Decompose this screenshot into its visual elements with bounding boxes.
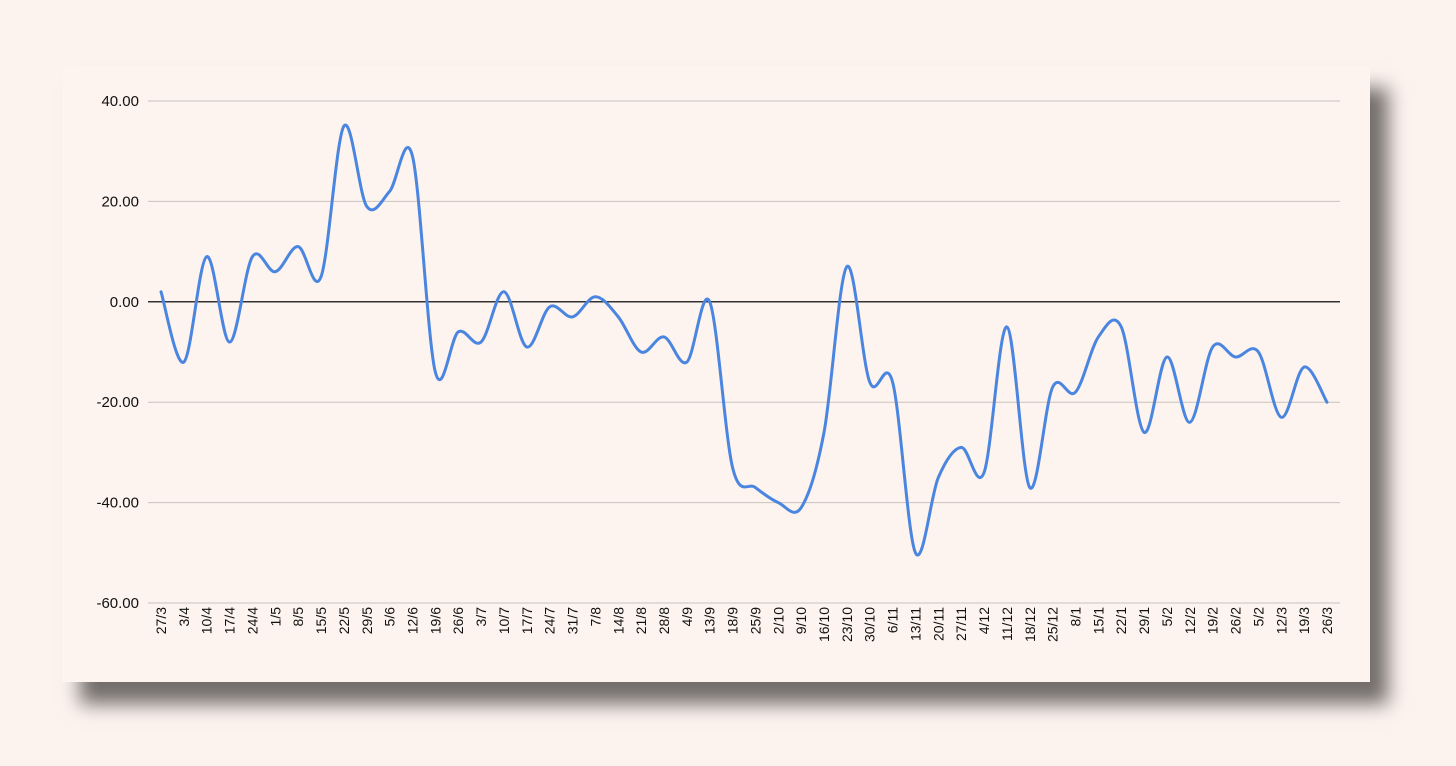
x-tick-label: 24/7 xyxy=(542,607,558,634)
x-tick-label: 11/12 xyxy=(999,607,1015,641)
x-axis-ticks: 27/3 3/4 10/4 17/4 24/4 1/5 8/5 15/5 22/5 29/5 5/6… xyxy=(153,607,1335,642)
x-tick-label: 26/2 xyxy=(1228,607,1244,634)
x-tick-label: 26/3 xyxy=(1319,607,1335,634)
x-tick-label: 14/8 xyxy=(610,607,626,634)
x-tick-label: 28/8 xyxy=(656,607,672,634)
x-tick-label: 7/8 xyxy=(587,607,603,627)
y-tick-label: -60.00 xyxy=(96,595,139,612)
x-tick-label: 19/6 xyxy=(427,607,443,634)
x-tick-label: 23/10 xyxy=(839,607,855,642)
x-tick-label: 15/1 xyxy=(1090,607,1106,634)
x-tick-label: 6/11 xyxy=(885,607,901,633)
x-tick-label: 16/10 xyxy=(816,607,832,642)
chart-card: 40.00 20.00 0.00 -20.00 -40.00 -60.00 27/3 3/4… xyxy=(62,66,1370,682)
x-tick-label: 5/2 xyxy=(1159,607,1175,627)
x-tick-label: 26/6 xyxy=(450,607,466,634)
x-tick-label: 8/5 xyxy=(290,607,306,627)
x-tick-label: 17/7 xyxy=(519,607,535,634)
y-tick-label: 40.00 xyxy=(101,93,139,110)
x-tick-label: 31/7 xyxy=(565,607,581,634)
line-chart: 40.00 20.00 0.00 -20.00 -40.00 -60.00 27/3 3/4… xyxy=(96,93,1340,642)
x-tick-label: 22/5 xyxy=(336,607,352,634)
x-tick-label: 29/5 xyxy=(359,607,375,634)
x-tick-label: 12/2 xyxy=(1182,607,1198,634)
x-tick-label: 27/3 xyxy=(153,607,169,634)
series-line xyxy=(159,123,1329,557)
x-tick-label: 1/5 xyxy=(267,607,283,627)
x-tick-label: 19/3 xyxy=(1296,607,1312,634)
x-tick-label: 2/10 xyxy=(770,607,786,634)
x-tick-label: 25/9 xyxy=(747,607,763,634)
x-tick-label: 29/1 xyxy=(1136,607,1152,634)
x-tick-label: 22/1 xyxy=(1113,607,1129,634)
x-tick-label: 13/11 xyxy=(907,607,923,641)
x-tick-label: 20/11 xyxy=(930,607,946,641)
x-tick-label: 4/9 xyxy=(679,607,695,627)
x-tick-label: 18/9 xyxy=(725,607,741,634)
x-tick-label: 3/7 xyxy=(473,607,489,627)
y-tick-label: -40.00 xyxy=(96,495,139,512)
x-tick-label: 10/4 xyxy=(199,607,215,634)
x-tick-label: 27/11 xyxy=(953,607,969,641)
x-tick-label: 19/2 xyxy=(1205,607,1221,634)
x-tick-label: 25/12 xyxy=(1045,607,1061,642)
x-tick-label: 3/4 xyxy=(176,607,192,627)
y-tick-label: -20.00 xyxy=(96,394,139,411)
gridlines xyxy=(148,100,1340,604)
x-tick-label: 15/5 xyxy=(313,607,329,634)
x-tick-label: 5/2 xyxy=(1250,607,1266,627)
y-tick-label: 20.00 xyxy=(101,193,139,210)
x-tick-label: 4/12 xyxy=(976,607,992,634)
x-tick-label: 24/4 xyxy=(244,607,260,634)
y-tick-label: 0.00 xyxy=(110,294,139,311)
x-tick-label: 9/10 xyxy=(793,607,809,634)
x-tick-label: 30/10 xyxy=(862,607,878,642)
x-tick-label: 17/4 xyxy=(222,607,238,634)
x-tick-label: 10/7 xyxy=(496,607,512,634)
y-axis-ticks: 40.00 20.00 0.00 -20.00 -40.00 -60.00 xyxy=(96,93,139,612)
x-tick-label: 21/8 xyxy=(633,607,649,634)
x-tick-label: 12/3 xyxy=(1273,607,1289,634)
x-tick-label: 8/1 xyxy=(1068,607,1084,627)
x-tick-label: 12/6 xyxy=(404,607,420,634)
x-tick-label: 13/9 xyxy=(702,607,718,634)
x-tick-label: 18/12 xyxy=(1022,607,1038,642)
x-tick-label: 5/6 xyxy=(382,607,398,627)
